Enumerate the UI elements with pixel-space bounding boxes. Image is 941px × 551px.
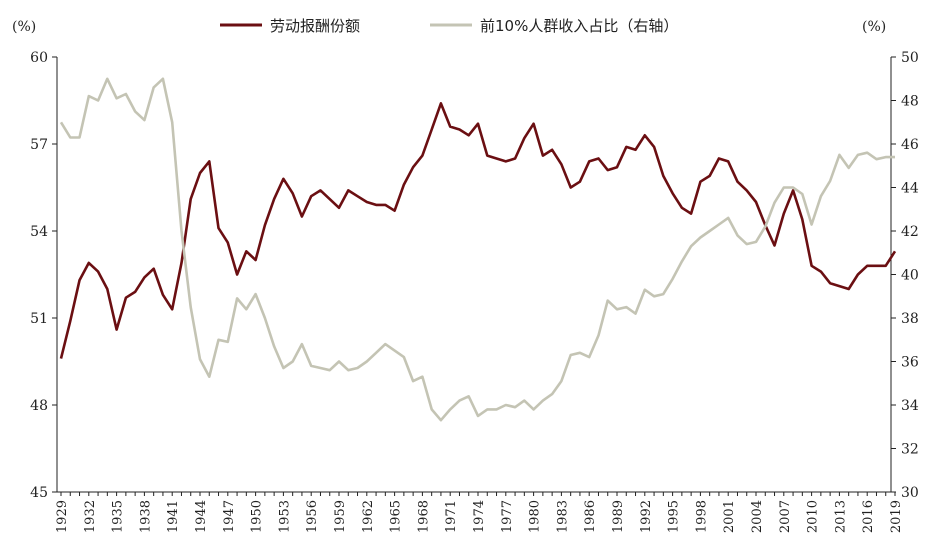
- x-tick-label: 1992: [639, 500, 654, 533]
- x-tick-label: 2016: [861, 500, 876, 533]
- x-tick-label: 1938: [138, 500, 153, 533]
- right-y-tick-label: 42: [901, 224, 919, 240]
- x-tick-label: 1950: [250, 500, 265, 533]
- x-tick-label: 1941: [166, 500, 181, 533]
- x-tick-label: 1947: [222, 500, 237, 533]
- x-tick-label: 1959: [333, 500, 348, 533]
- left-y-tick-label: 48: [30, 398, 48, 414]
- left-y-tick-label: 60: [30, 50, 48, 66]
- legend-label-top10-share: 前10%人群收入占比（右轴）: [480, 17, 678, 35]
- left-y-tick-label: 51: [30, 311, 48, 327]
- x-tick-label: 1953: [277, 500, 292, 533]
- legend-label-labor-share: 劳动报酬份额: [270, 17, 360, 35]
- x-tick-label: 1983: [555, 500, 570, 533]
- legend: 劳动报酬份额 前10%人群收入占比（右轴）: [220, 17, 678, 35]
- x-tick-label: 1986: [583, 500, 598, 533]
- left-axis-unit-label: (%): [12, 19, 36, 35]
- right-y-tick-label: 30: [901, 485, 919, 501]
- x-tick-label: 1968: [416, 500, 431, 533]
- x-tick-label: 1944: [194, 500, 209, 533]
- left-y-tick-label: 57: [30, 137, 48, 153]
- right-y-tick-label: 32: [901, 442, 919, 458]
- left-y-tick-label: 54: [30, 224, 48, 240]
- series-line-top10-share: [59, 77, 895, 422]
- x-tick-label: 1998: [694, 500, 709, 533]
- right-y-tick-label: 40: [901, 268, 919, 284]
- x-tick-label: 2019: [889, 500, 904, 533]
- x-tick-label: 1977: [500, 500, 515, 533]
- x-tick-label: 1962: [361, 500, 376, 533]
- left-y-tick-label: 45: [30, 485, 48, 501]
- x-tick-label: 2001: [722, 500, 737, 533]
- x-tick-label: 1995: [667, 500, 682, 533]
- x-tick-label: 1965: [389, 500, 404, 533]
- right-y-tick-label: 46: [901, 137, 919, 153]
- x-tick-label: 1935: [111, 500, 126, 533]
- right-y-tick-label: 36: [901, 355, 919, 371]
- x-tick-label: 1929: [55, 500, 70, 533]
- x-tick-label: 2004: [750, 500, 765, 533]
- series-line-labor-share: [59, 102, 897, 359]
- right-y-tick-label: 34: [901, 398, 919, 414]
- right-y-tick-label: 50: [901, 50, 919, 66]
- x-tick-label: 1956: [305, 500, 320, 533]
- x-tick-label: 2007: [778, 500, 793, 533]
- right-y-tick-label: 44: [901, 181, 919, 197]
- x-tick-label: 1971: [444, 500, 459, 533]
- right-axis-unit-label: (%): [862, 19, 886, 35]
- x-tick-label: 1980: [528, 500, 543, 533]
- x-tick-label: 2013: [833, 500, 848, 533]
- right-y-tick-label: 48: [901, 94, 919, 110]
- x-tick-label: 1989: [611, 500, 626, 533]
- x-tick-label: 1974: [472, 500, 487, 533]
- x-tick-label: 2010: [806, 500, 821, 533]
- right-y-tick-label: 38: [901, 311, 919, 327]
- x-tick-label: 1932: [83, 500, 98, 533]
